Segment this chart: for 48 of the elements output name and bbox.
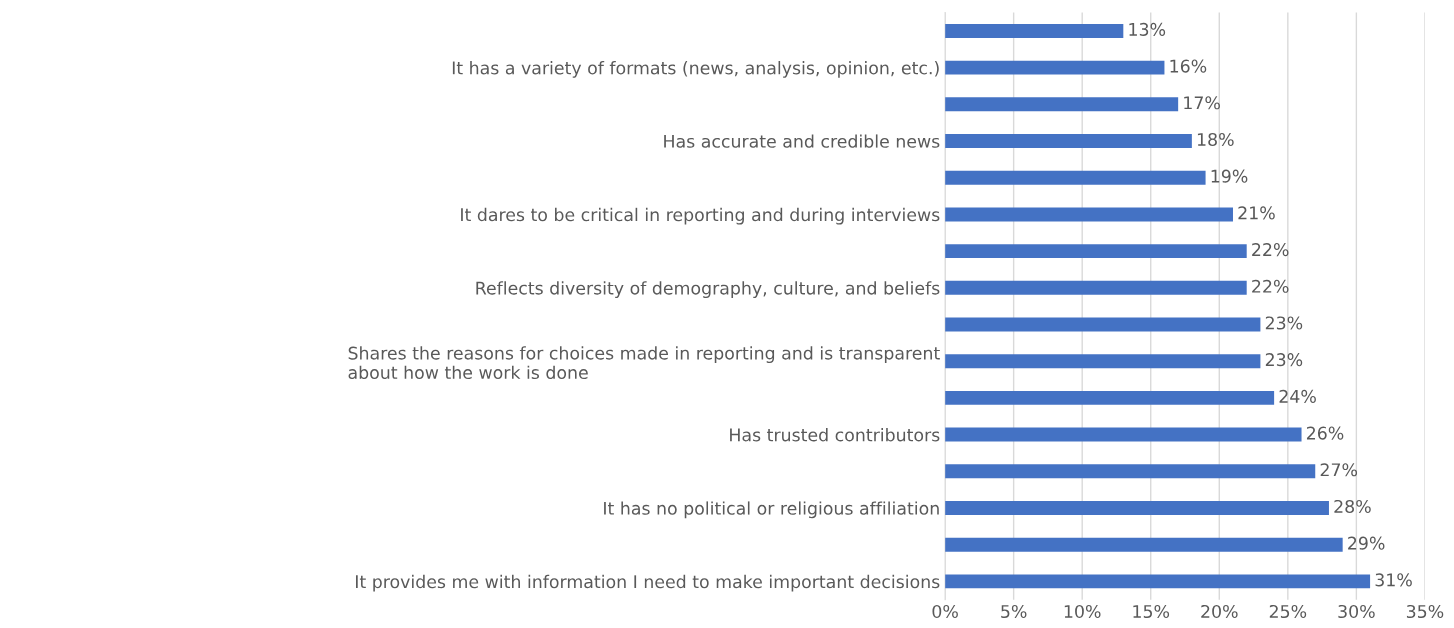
x-tick-label: 25%: [1269, 604, 1307, 619]
y-tick-label: It has a variety of formats (news, analysis, opinion, etc.): [452, 61, 939, 78]
bar: [945, 427, 1302, 442]
data-label: 19%: [1211, 169, 1248, 183]
x-tick-label: 30%: [1338, 604, 1375, 619]
x-tick-label: 0%: [932, 604, 958, 619]
bar: [945, 244, 1247, 259]
bar: [945, 501, 1329, 515]
data-label: 17%: [1184, 96, 1220, 110]
bar: [945, 280, 1247, 295]
data-label: 24%: [1279, 389, 1316, 403]
data-label: 29%: [1348, 536, 1385, 550]
data-label: 13%: [1129, 22, 1166, 36]
bar: [945, 134, 1192, 148]
data-label: 22%: [1252, 243, 1289, 257]
bar: [945, 97, 1179, 112]
data-label: 21%: [1238, 206, 1275, 220]
y-tick-label: Shares the reasons for choices made in reporting and is transparent about how the work is done: [348, 346, 940, 380]
y-tick-label: It dares to be critical in reporting and during interviews: [461, 207, 940, 225]
data-label: 23%: [1265, 316, 1303, 330]
data-label: 27%: [1320, 463, 1358, 477]
y-tick-label: It has no political or religious affiliation: [604, 501, 939, 519]
data-label: 18%: [1197, 132, 1234, 147]
x-tick-label: 35%: [1406, 604, 1444, 619]
data-label: 28%: [1334, 499, 1371, 514]
data-label: 31%: [1375, 573, 1412, 587]
bar: [945, 390, 1275, 405]
x-tick-label: 20%: [1201, 604, 1238, 619]
data-label: 16%: [1170, 59, 1207, 73]
x-tick-label: 5%: [1001, 604, 1027, 619]
data-label: 23%: [1265, 353, 1303, 367]
bar: [945, 170, 1206, 185]
bar: [945, 464, 1316, 479]
x-tick-label: 10%: [1064, 604, 1101, 619]
y-tick-label: Has accurate and credible news: [664, 134, 940, 148]
x-tick-label: 15%: [1133, 604, 1170, 619]
y-tick-label: Reflects diversity of demography, culture, and beliefs: [476, 281, 940, 299]
data-label: 26%: [1306, 426, 1344, 440]
bar: [945, 60, 1165, 75]
bar: [945, 23, 1124, 38]
bar: [945, 317, 1261, 332]
y-tick-label: It provides me with information I need to make important decisions: [356, 574, 940, 592]
y-tick-label: Has trusted contributors: [730, 428, 940, 442]
bar: [945, 574, 1371, 589]
bar: [945, 207, 1233, 222]
bar: [945, 354, 1261, 369]
data-label: 22%: [1252, 279, 1289, 293]
bar: [945, 537, 1343, 552]
